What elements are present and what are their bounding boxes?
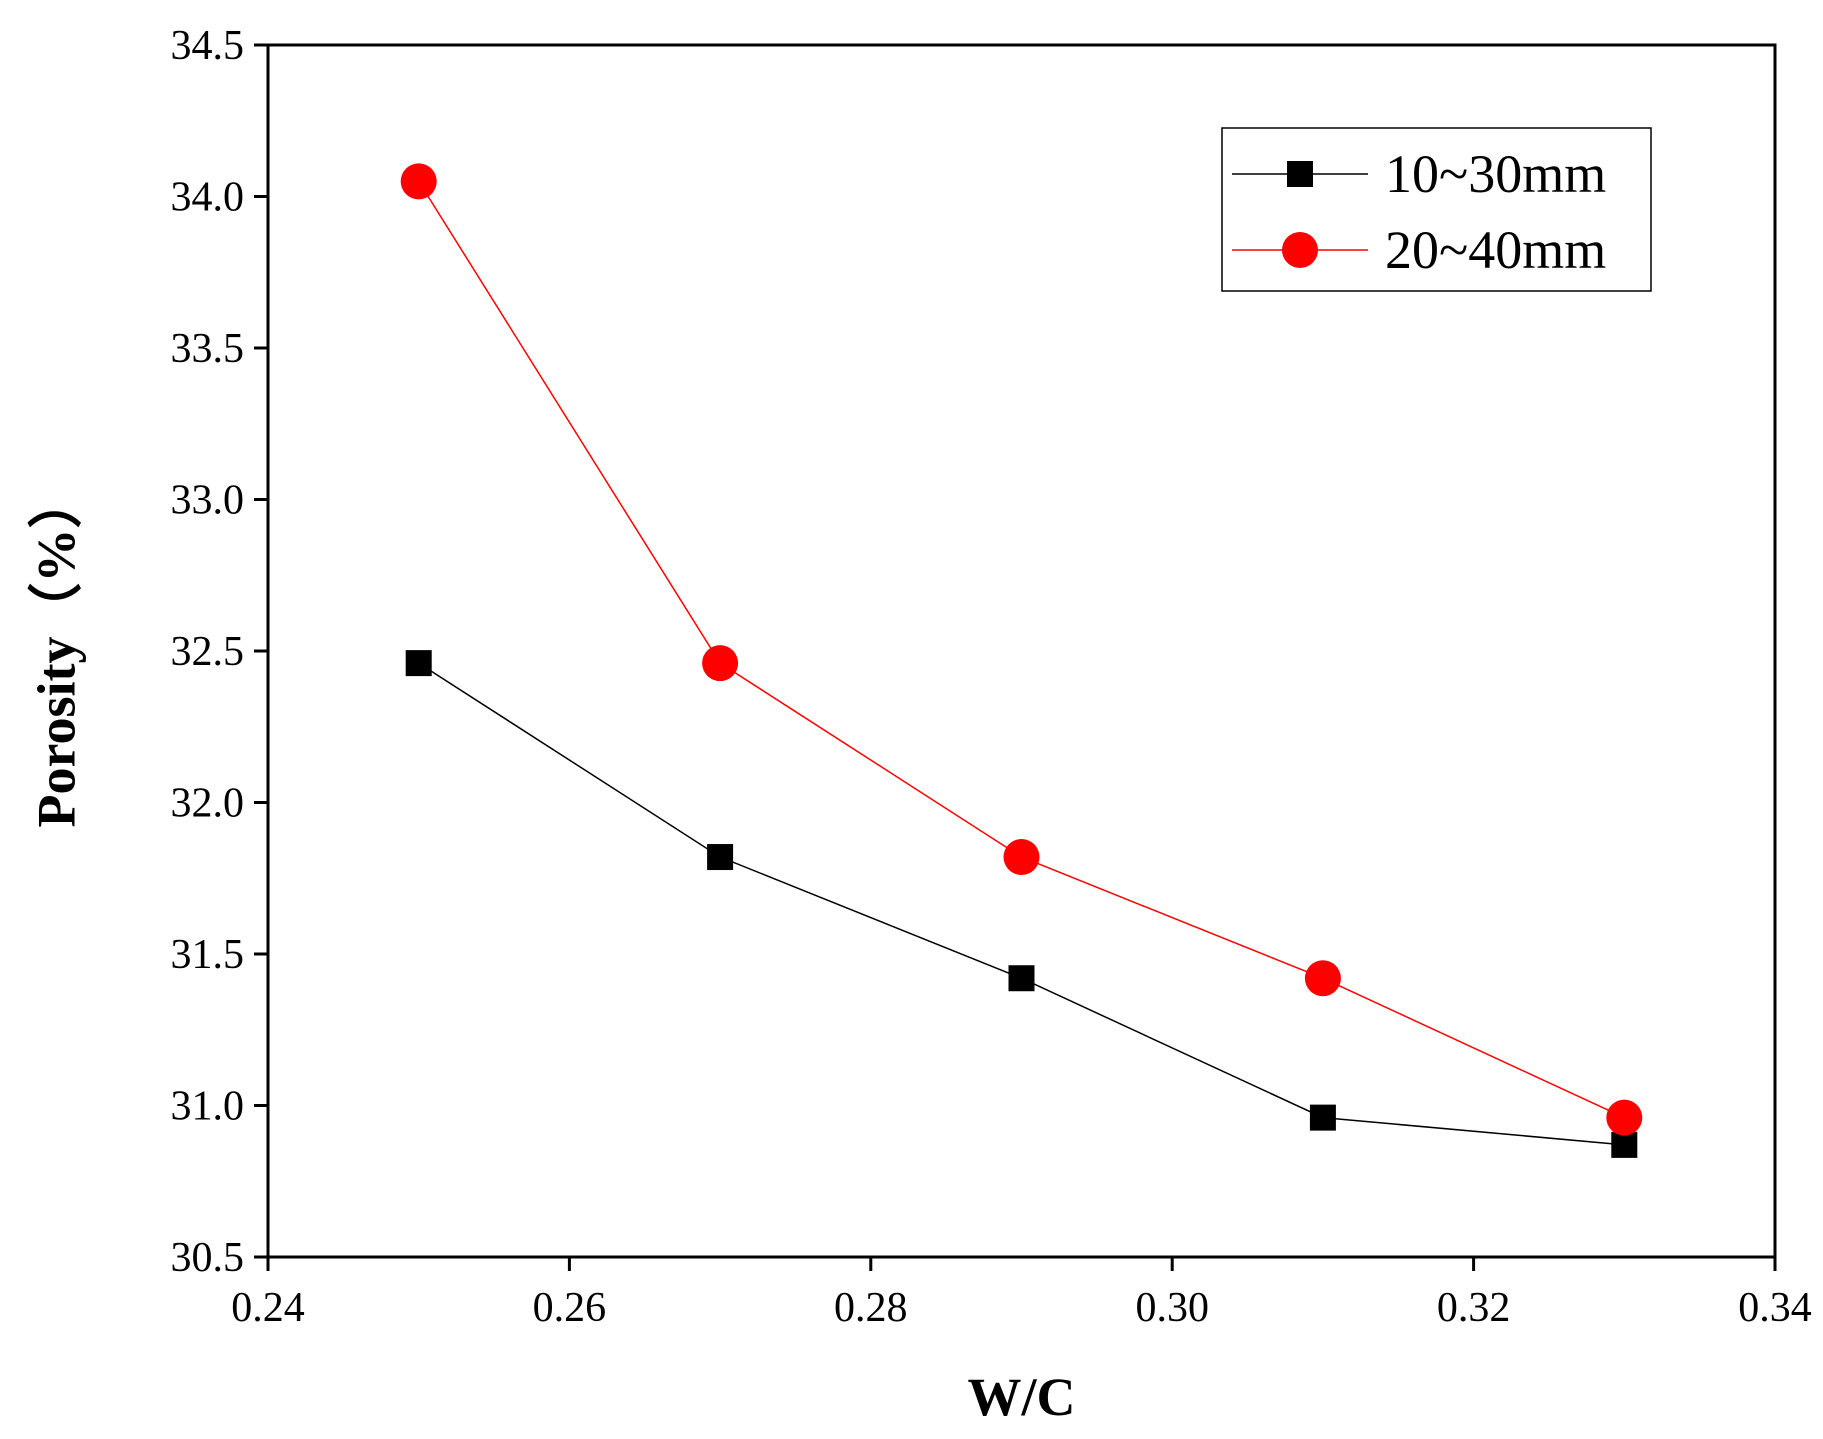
- y-tick-label: 30.5: [171, 1235, 245, 1281]
- data-point-circle: [702, 645, 739, 682]
- x-axis-title: W/C: [968, 1367, 1076, 1427]
- x-tick-label: 0.28: [834, 1285, 908, 1331]
- legend: 10~30mm 20~40mm: [1221, 127, 1652, 292]
- data-point-square: [1309, 1104, 1336, 1131]
- y-axis-title: Porosity（%）: [26, 475, 86, 828]
- legend-label-20-40mm: 20~40mm: [1385, 220, 1606, 280]
- x-tick-label: 0.24: [231, 1285, 305, 1331]
- data-point-circle: [1606, 1099, 1643, 1136]
- x-tick-label: 0.26: [533, 1285, 607, 1331]
- data-point-square: [707, 844, 734, 871]
- data-point-circle: [1304, 960, 1341, 997]
- y-tick-label: 33.5: [171, 326, 245, 372]
- x-tick-label: 0.30: [1135, 1285, 1209, 1331]
- x-axis-ticks: 0.24 0.26 0.28 0.30 0.32 0.34: [231, 1257, 1812, 1331]
- data-point-square: [405, 650, 432, 677]
- data-point-square: [1008, 965, 1035, 992]
- plot-frame: [266, 43, 1777, 1259]
- legend-label-10-30mm: 10~30mm: [1385, 144, 1606, 204]
- y-tick-label: 34.0: [171, 175, 245, 221]
- data-point-circle: [400, 163, 437, 200]
- series-line-0: [418, 662, 1625, 1146]
- legend-square-marker: [1287, 161, 1313, 187]
- y-axis-ticks: 30.5 31.0 31.5 32.0 32.5 33.0 33.5 34.0 34.5: [171, 23, 268, 1281]
- x-tick-label: 0.32: [1437, 1285, 1511, 1331]
- data-point-square: [1611, 1131, 1638, 1158]
- data-point-circle: [1003, 839, 1040, 876]
- y-tick-label: 31.0: [171, 1084, 245, 1130]
- y-tick-label: 33.0: [171, 478, 245, 524]
- y-tick-label: 31.5: [171, 932, 245, 978]
- y-tick-label: 34.5: [171, 23, 245, 69]
- legend-circle-marker: [1282, 232, 1318, 268]
- x-tick-label: 0.34: [1738, 1285, 1812, 1331]
- y-tick-label: 32.5: [171, 629, 245, 675]
- y-tick-label: 32.0: [171, 781, 245, 827]
- series-layer: [400, 163, 1643, 1158]
